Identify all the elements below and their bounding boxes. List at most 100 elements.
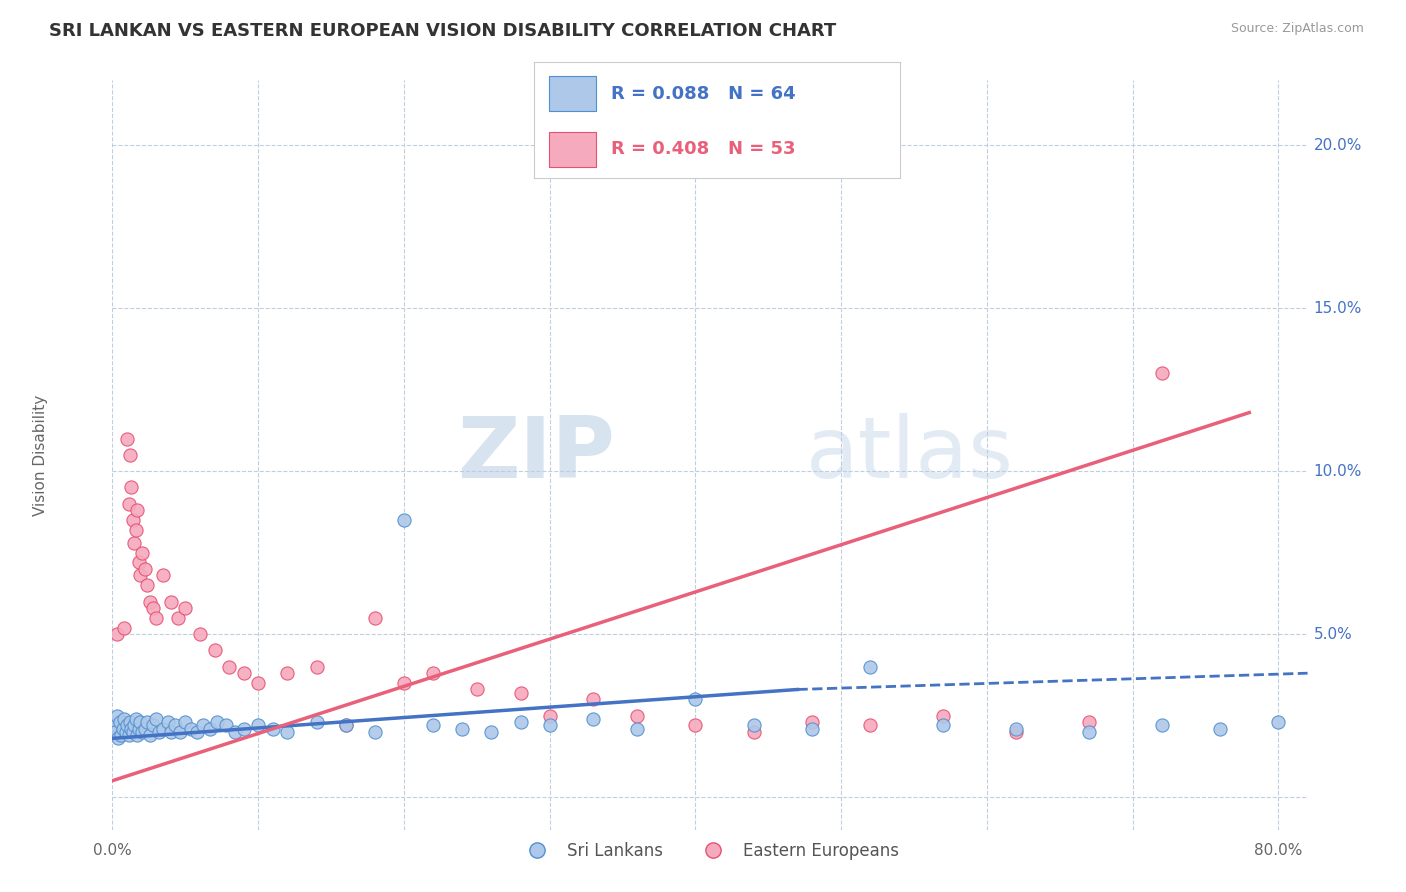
Point bbox=[114, 724, 136, 739]
Point bbox=[859, 718, 882, 732]
Point bbox=[582, 692, 605, 706]
Point bbox=[112, 712, 135, 726]
Point bbox=[139, 728, 162, 742]
Point bbox=[801, 722, 824, 736]
FancyBboxPatch shape bbox=[548, 77, 596, 112]
Point bbox=[1078, 724, 1101, 739]
Point bbox=[392, 676, 415, 690]
Point bbox=[335, 718, 357, 732]
Point bbox=[167, 611, 190, 625]
Point bbox=[174, 714, 197, 729]
Point bbox=[198, 722, 221, 736]
Point bbox=[392, 513, 415, 527]
Point bbox=[422, 718, 444, 732]
Point bbox=[191, 718, 214, 732]
Point bbox=[134, 722, 156, 736]
Point bbox=[107, 728, 129, 742]
Point bbox=[142, 718, 165, 732]
Point bbox=[801, 714, 824, 729]
Point bbox=[110, 728, 132, 742]
Point bbox=[142, 601, 165, 615]
Point bbox=[207, 714, 229, 729]
Point bbox=[422, 666, 444, 681]
Text: 5.0%: 5.0% bbox=[1313, 626, 1353, 641]
Point bbox=[859, 659, 882, 673]
Point bbox=[118, 448, 141, 462]
Text: ZIP: ZIP bbox=[457, 413, 614, 497]
Point bbox=[364, 611, 387, 625]
Point bbox=[262, 722, 284, 736]
Point bbox=[145, 611, 167, 625]
Text: 15.0%: 15.0% bbox=[1313, 301, 1362, 316]
Point bbox=[932, 718, 955, 732]
Point bbox=[685, 692, 707, 706]
Text: R = 0.408   N = 53: R = 0.408 N = 53 bbox=[612, 140, 796, 159]
Point bbox=[107, 731, 129, 746]
Point bbox=[180, 722, 202, 736]
Point bbox=[1209, 722, 1232, 736]
Point bbox=[105, 627, 128, 641]
Point bbox=[276, 724, 298, 739]
Point bbox=[932, 708, 955, 723]
Point bbox=[742, 718, 765, 732]
Point bbox=[131, 724, 153, 739]
Point bbox=[685, 718, 707, 732]
Point bbox=[120, 481, 142, 495]
Point bbox=[117, 497, 139, 511]
Text: Source: ZipAtlas.com: Source: ZipAtlas.com bbox=[1230, 22, 1364, 36]
Point bbox=[204, 643, 226, 657]
Point bbox=[152, 722, 174, 736]
Point bbox=[465, 682, 488, 697]
Point bbox=[103, 718, 125, 732]
Point bbox=[742, 724, 765, 739]
Point bbox=[305, 659, 328, 673]
Point bbox=[509, 686, 531, 700]
Text: atlas: atlas bbox=[806, 413, 1014, 497]
Point bbox=[165, 718, 187, 732]
Text: 0.0%: 0.0% bbox=[93, 843, 132, 857]
Point bbox=[188, 627, 211, 641]
Point bbox=[148, 724, 170, 739]
Point bbox=[626, 722, 648, 736]
Point bbox=[169, 724, 191, 739]
Point bbox=[232, 666, 254, 681]
Point bbox=[1078, 714, 1101, 729]
Point bbox=[247, 718, 270, 732]
Point bbox=[224, 724, 246, 739]
Point bbox=[509, 714, 531, 729]
Point bbox=[103, 724, 125, 739]
Text: 20.0%: 20.0% bbox=[1313, 138, 1362, 153]
Point bbox=[335, 718, 357, 732]
Point bbox=[115, 718, 138, 732]
Point bbox=[247, 676, 270, 690]
Point bbox=[117, 728, 139, 742]
Point bbox=[1005, 722, 1028, 736]
Point bbox=[111, 714, 134, 729]
Point bbox=[1150, 718, 1173, 732]
Point bbox=[122, 724, 145, 739]
Point bbox=[186, 724, 208, 739]
Point bbox=[110, 724, 132, 739]
Point bbox=[305, 714, 328, 729]
Text: Vision Disability: Vision Disability bbox=[34, 394, 48, 516]
Point bbox=[538, 718, 561, 732]
Text: 80.0%: 80.0% bbox=[1254, 843, 1302, 857]
Point bbox=[582, 712, 605, 726]
Point bbox=[1150, 367, 1173, 381]
Point bbox=[174, 601, 197, 615]
Point bbox=[115, 432, 138, 446]
Point bbox=[104, 718, 127, 732]
Point bbox=[481, 724, 503, 739]
Point bbox=[215, 718, 238, 732]
Point bbox=[127, 503, 149, 517]
Point bbox=[134, 562, 156, 576]
FancyBboxPatch shape bbox=[548, 132, 596, 167]
Legend: Sri Lankans, Eastern Europeans: Sri Lankans, Eastern Europeans bbox=[515, 835, 905, 866]
Point bbox=[159, 594, 181, 608]
Text: R = 0.088   N = 64: R = 0.088 N = 64 bbox=[612, 85, 796, 103]
Point bbox=[156, 714, 179, 729]
Point bbox=[128, 556, 150, 570]
Point bbox=[136, 714, 159, 729]
Point bbox=[626, 708, 648, 723]
Point bbox=[124, 718, 146, 732]
